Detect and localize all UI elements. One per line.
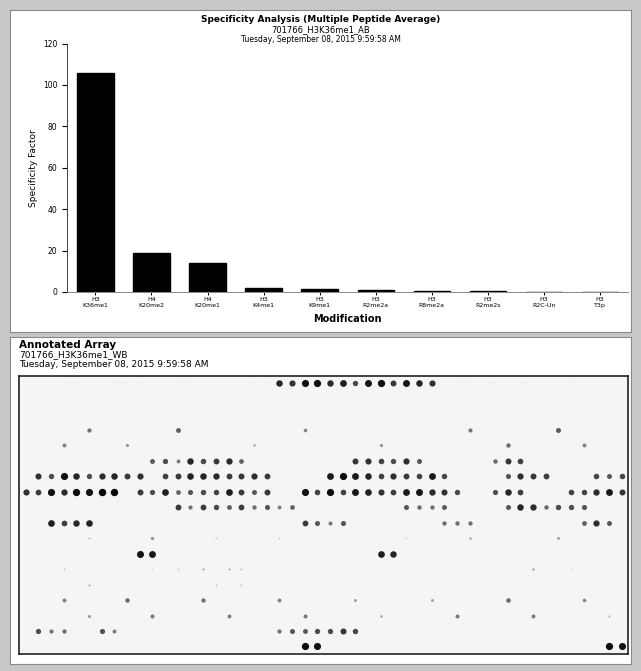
Text: Specificity Analysis (Multiple Peptide Average): Specificity Analysis (Multiple Peptide A… <box>201 15 440 24</box>
X-axis label: Modification: Modification <box>313 314 382 324</box>
Bar <box>413 291 450 292</box>
Text: 701766_H3K36me1_AB: 701766_H3K36me1_AB <box>271 25 370 34</box>
Bar <box>189 263 226 292</box>
Text: Annotated Array: Annotated Array <box>19 340 117 350</box>
Text: 701766_H3K36me1_WB: 701766_H3K36me1_WB <box>19 350 128 359</box>
Bar <box>301 289 338 292</box>
Bar <box>358 291 394 292</box>
Text: Tuesday, September 08, 2015 9:59:58 AM: Tuesday, September 08, 2015 9:59:58 AM <box>240 35 401 44</box>
Text: Tuesday, September 08, 2015 9:59:58 AM: Tuesday, September 08, 2015 9:59:58 AM <box>19 360 209 368</box>
Y-axis label: Specificity Factor: Specificity Factor <box>29 129 38 207</box>
Bar <box>246 288 282 292</box>
Bar <box>77 72 113 292</box>
Bar <box>133 252 170 292</box>
